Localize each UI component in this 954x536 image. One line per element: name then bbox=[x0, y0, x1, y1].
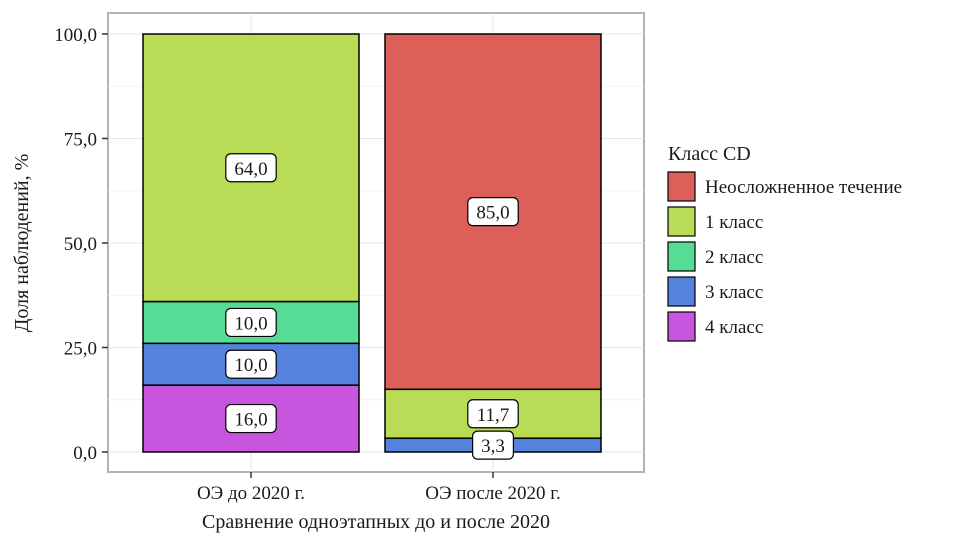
legend-swatch bbox=[667, 241, 696, 272]
data-label-text: 10,0 bbox=[234, 313, 267, 334]
x-axis: ОЭ до 2020 г. ОЭ после 2020 г. bbox=[197, 472, 561, 504]
data-label-text: 64,0 bbox=[234, 159, 267, 180]
y-tick-label: 0,0 bbox=[73, 443, 97, 464]
data-label-text: 85,0 bbox=[476, 203, 509, 224]
data-label: 85,0 bbox=[467, 197, 519, 227]
data-label: 11,7 bbox=[467, 399, 519, 429]
data-label-box bbox=[467, 197, 519, 227]
legend: Класс CD Неосложненное течение 1 класс 2 к… bbox=[667, 143, 902, 342]
data-label-box bbox=[467, 399, 519, 429]
legend-swatch bbox=[667, 311, 696, 342]
x-axis-title: Сравнение одноэтапных до и после 2020 bbox=[202, 511, 550, 533]
legend-label: Неосложненное течение bbox=[705, 177, 902, 198]
data-label-text: 16,0 bbox=[234, 410, 267, 431]
x-tick-label: ОЭ после 2020 г. bbox=[425, 483, 560, 504]
y-tick-label: 50,0 bbox=[64, 234, 97, 255]
legend-label: 1 класс bbox=[705, 212, 763, 233]
x-tick-label: ОЭ до 2020 г. bbox=[197, 483, 305, 504]
data-label: 3,3 bbox=[472, 430, 515, 460]
data-label-text: 11,7 bbox=[477, 405, 510, 426]
data-label-box bbox=[225, 153, 277, 183]
data-label-box bbox=[225, 403, 277, 434]
legend-swatch bbox=[667, 276, 696, 307]
y-tick-label: 25,0 bbox=[64, 339, 97, 360]
bars: 64,0 85,0 10,0 10,0 11,7 16,0 3,3 bbox=[142, 33, 602, 460]
data-label: 10,0 bbox=[225, 307, 277, 338]
data-label-box bbox=[225, 307, 277, 338]
y-axis-title: Доля наблюдений, % bbox=[11, 154, 33, 333]
data-label-box bbox=[472, 430, 515, 460]
legend-label: 3 класс bbox=[705, 282, 763, 303]
data-label-text: 3,3 bbox=[481, 436, 505, 457]
legend-title: Класс CD bbox=[668, 143, 751, 165]
legend-label: 4 класс bbox=[705, 317, 763, 338]
data-label: 10,0 bbox=[225, 349, 277, 379]
y-axis: 0,0 25,0 50,0 75,0 100,0 bbox=[54, 25, 108, 464]
legend-swatch bbox=[667, 171, 696, 202]
data-label-text: 10,0 bbox=[234, 355, 267, 376]
legend-swatch bbox=[667, 206, 696, 237]
legend-label: 2 класс bbox=[705, 247, 763, 268]
data-label-box bbox=[225, 349, 277, 379]
y-tick-label: 100,0 bbox=[54, 25, 97, 46]
y-tick-label: 75,0 bbox=[64, 130, 97, 151]
data-label: 64,0 bbox=[225, 153, 277, 183]
data-label: 16,0 bbox=[225, 403, 277, 434]
